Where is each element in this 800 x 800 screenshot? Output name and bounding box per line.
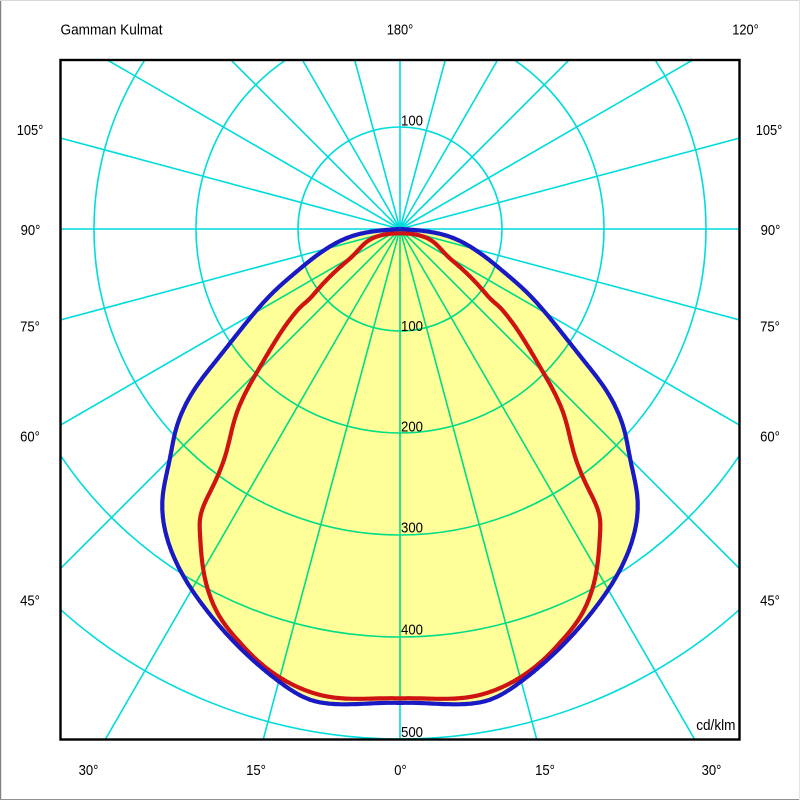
svg-text:90°: 90° xyxy=(21,223,41,239)
svg-text:400: 400 xyxy=(401,623,423,639)
svg-text:15°: 15° xyxy=(246,763,266,779)
svg-text:100: 100 xyxy=(401,114,423,130)
svg-text:30°: 30° xyxy=(79,763,99,779)
svg-text:90°: 90° xyxy=(761,223,781,239)
svg-text:75°: 75° xyxy=(20,320,40,336)
svg-text:cd/klm: cd/klm xyxy=(696,718,735,734)
svg-text:60°: 60° xyxy=(760,430,780,446)
svg-text:15°: 15° xyxy=(535,763,555,779)
svg-text:120°: 120° xyxy=(732,23,759,39)
svg-text:45°: 45° xyxy=(20,594,40,610)
svg-text:105°: 105° xyxy=(17,123,44,139)
svg-text:180°: 180° xyxy=(387,23,414,39)
svg-text:30°: 30° xyxy=(702,763,722,779)
svg-text:75°: 75° xyxy=(760,320,780,336)
svg-text:0°: 0° xyxy=(394,763,406,779)
svg-text:105°: 105° xyxy=(756,123,783,139)
svg-text:500: 500 xyxy=(401,725,423,741)
svg-text:45°: 45° xyxy=(760,594,780,610)
svg-text:60°: 60° xyxy=(20,430,40,446)
svg-text:100: 100 xyxy=(401,319,423,335)
svg-text:300: 300 xyxy=(401,521,423,537)
svg-text:Gamman Kulmat: Gamman Kulmat xyxy=(61,23,163,39)
svg-text:200: 200 xyxy=(401,420,423,436)
